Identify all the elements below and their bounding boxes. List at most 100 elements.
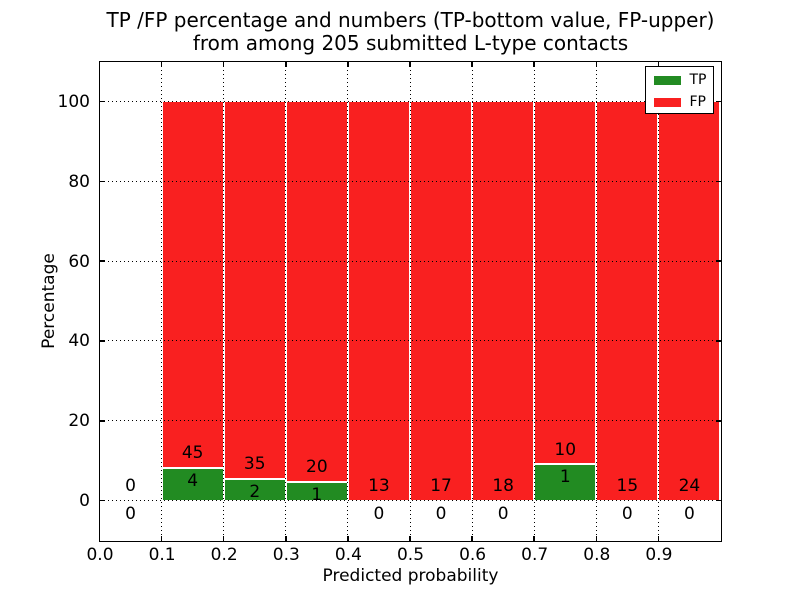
x-axis-tick-top — [533, 61, 535, 67]
fp-count-label: 13 — [368, 475, 390, 496]
y-axis-tick-right — [715, 260, 721, 262]
x-axis-label: Predicted probability — [322, 566, 499, 586]
fp-swatch — [653, 97, 681, 107]
gridline-v — [657, 61, 659, 541]
x-axis-tick-top — [98, 61, 101, 67]
fp-count-label: 10 — [554, 439, 577, 460]
y-axis-tick — [99, 340, 105, 342]
x-axis-tick — [657, 535, 660, 541]
bar-fp-segment — [161, 101, 224, 468]
bar-fp-segment — [534, 101, 597, 465]
tp-count-label: 0 — [684, 503, 695, 524]
x-tick-label: 0.5 — [396, 545, 425, 565]
gridline-v — [161, 61, 163, 541]
tp-count-label: 1 — [559, 467, 571, 488]
bar-fp-segment — [410, 101, 473, 501]
x-axis-tick — [471, 535, 473, 541]
fp-count-label: 45 — [181, 443, 204, 464]
x-tick-label: 0.8 — [583, 545, 611, 565]
tp-count-label: 1 — [311, 484, 323, 505]
x-tick-label: 0.9 — [645, 545, 673, 565]
x-tick-label: 0.6 — [459, 545, 487, 565]
x-axis-tick-top — [409, 61, 411, 67]
bar-tp-segment — [534, 464, 597, 501]
x-tick-label: 0.2 — [210, 545, 238, 565]
bar-fp-segment — [347, 101, 410, 501]
x-axis-tick — [347, 535, 349, 541]
bar-fp-segment — [596, 101, 659, 501]
fp-count-label: 24 — [678, 475, 701, 496]
y-axis-tick — [99, 100, 105, 103]
tp-count-label: 0 — [373, 503, 385, 524]
x-axis-tick-top — [471, 61, 473, 67]
gridline-v — [285, 61, 287, 541]
y-axis-label: Percentage — [39, 253, 59, 349]
x-axis-tick — [222, 535, 225, 541]
x-axis-tick-top — [657, 61, 660, 67]
x-axis-tick-top — [222, 61, 225, 67]
x-axis-tick — [160, 535, 163, 541]
x-axis-tick-top — [347, 61, 349, 67]
x-axis-tick-top — [285, 61, 287, 67]
y-axis-tick-right — [715, 420, 721, 422]
gridline-v — [223, 61, 225, 541]
fp-count-label: 20 — [306, 456, 328, 477]
legend-label-fp: FP — [689, 94, 707, 110]
y-tick-label: 0 — [79, 491, 90, 512]
y-tick-label: 60 — [68, 251, 90, 272]
legend-label-tp: TP — [689, 72, 707, 88]
fp-count-label: 18 — [492, 475, 514, 496]
y-axis-tick — [99, 260, 105, 262]
tp-count-label: 2 — [249, 482, 261, 503]
x-tick-label: 0.1 — [148, 545, 176, 565]
tp-count-label: 0 — [125, 503, 136, 524]
x-tick-label: 0.4 — [334, 545, 362, 565]
x-axis-tick — [409, 535, 411, 541]
y-axis-tick-right — [715, 499, 721, 502]
legend-item-tp: TP — [646, 72, 713, 89]
y-axis-tick-right — [715, 180, 721, 182]
chart-title-line1: TP /FP percentage and numbers (TP-bottom… — [106, 8, 715, 32]
gridline-v — [347, 61, 349, 541]
tp-count-label: 0 — [621, 503, 633, 524]
legend-item-fp: FP — [646, 94, 713, 111]
y-tick-label: 20 — [68, 411, 90, 432]
chart-title: TP /FP percentage and numbers (TP-bottom… — [100, 9, 721, 55]
bar-fp-segment — [658, 101, 721, 501]
fp-count-label: 17 — [430, 475, 452, 496]
bar-fp-segment — [472, 101, 535, 501]
fp-count-label: 35 — [243, 454, 266, 475]
y-axis-tick-right — [715, 340, 721, 342]
y-tick-label: 80 — [68, 171, 90, 192]
x-axis-tick — [285, 535, 287, 541]
bar-tp-segment — [285, 481, 348, 501]
x-tick-label: 0.7 — [521, 545, 549, 565]
y-tick-label: 40 — [68, 331, 90, 352]
y-axis-tick — [99, 499, 105, 502]
y-axis-tick — [99, 420, 105, 422]
gridline-v — [471, 61, 473, 541]
y-axis-tick-right — [715, 100, 721, 103]
fp-count-label: 0 — [125, 475, 136, 496]
bar-tp-segment — [223, 479, 286, 501]
x-axis-tick — [595, 535, 598, 541]
x-tick-label: 0.3 — [272, 545, 300, 565]
gridline-v — [409, 61, 411, 541]
x-tick-label: 0.0 — [86, 545, 114, 565]
x-axis-tick-top — [160, 61, 163, 67]
y-axis-tick — [99, 180, 105, 182]
bar-tp-segment — [161, 467, 224, 501]
x-axis-tick — [533, 535, 535, 541]
bar-fp-segment — [223, 101, 286, 479]
tp-count-label: 0 — [497, 503, 509, 524]
gridline-v — [595, 61, 597, 541]
y-tick-label: 100 — [57, 91, 90, 112]
x-axis-tick-top — [595, 61, 598, 67]
fp-count-label: 15 — [616, 475, 639, 496]
chart-title-line2: from among 205 submitted L-type contacts — [192, 31, 629, 55]
x-axis-tick — [98, 535, 101, 541]
tp-swatch — [653, 75, 681, 85]
legend: TP FP — [644, 65, 714, 114]
gridline-v — [533, 61, 535, 541]
